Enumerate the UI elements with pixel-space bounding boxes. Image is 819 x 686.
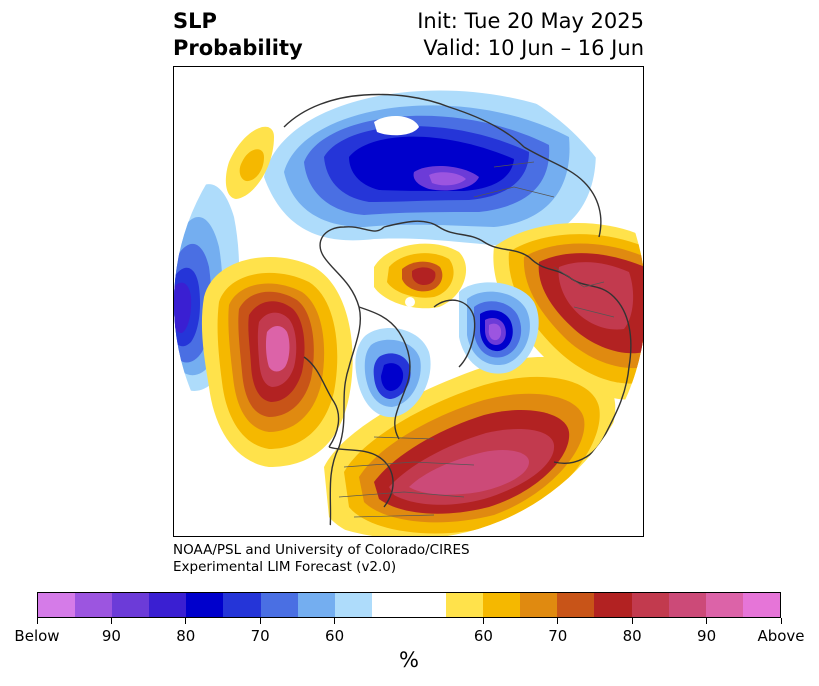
colorbar-tick-label: 60 bbox=[325, 627, 345, 645]
colorbar-tick-label: 90 bbox=[697, 627, 717, 645]
title-line-2: Probability bbox=[173, 36, 303, 60]
colorbar-swatch bbox=[75, 593, 113, 617]
colorbar-tick bbox=[36, 618, 38, 624]
colorbar-swatch bbox=[38, 593, 76, 617]
credit-line-1: NOAA/PSL and University of Colorado/CIRE… bbox=[173, 542, 470, 558]
coastlines bbox=[283, 93, 632, 536]
colorbar-swatch bbox=[112, 593, 150, 617]
colorbar-tick bbox=[780, 618, 782, 624]
colorbar-swatch bbox=[483, 593, 521, 617]
colorbar-swatch bbox=[594, 593, 632, 617]
colorbar-swatch bbox=[705, 593, 743, 617]
above-normal-region-pacific bbox=[201, 257, 353, 467]
colorbar-tick-label: Above bbox=[757, 627, 805, 645]
colorbar-swatch bbox=[742, 593, 780, 617]
init-date: Init: Tue 20 May 2025 bbox=[417, 9, 644, 33]
above-normal-region-arctic bbox=[374, 243, 467, 309]
colorbar-tick bbox=[557, 618, 559, 624]
forecast-dates: Init: Tue 20 May 2025 Valid: 10 Jun – 16… bbox=[417, 8, 644, 62]
colorbar-swatch bbox=[557, 593, 595, 617]
above-normal-region-northwest bbox=[225, 126, 274, 199]
colorbar-tick bbox=[185, 618, 187, 624]
colorbar-swatch bbox=[408, 593, 447, 617]
colorbar-swatch bbox=[668, 593, 706, 617]
colorbar-unit: % bbox=[399, 648, 419, 672]
colorbar-tick-label: 60 bbox=[473, 627, 493, 645]
colorbar-swatch bbox=[186, 593, 224, 617]
polar-map bbox=[173, 66, 644, 537]
colorbar-tick-label: 70 bbox=[548, 627, 568, 645]
colorbar-tick-label: 80 bbox=[622, 627, 642, 645]
below-normal-region-canada bbox=[355, 328, 431, 418]
below-normal-region-north bbox=[264, 90, 596, 248]
colorbar-tick bbox=[706, 618, 708, 624]
above-normal-region-eurasia bbox=[493, 223, 643, 400]
below-normal-region-europe bbox=[459, 282, 539, 374]
colorbar-swatch bbox=[260, 593, 298, 617]
colorbar-swatch bbox=[334, 593, 372, 617]
colorbar-swatch bbox=[371, 593, 409, 617]
title-line-1: SLP bbox=[173, 9, 217, 33]
colorbar-swatch bbox=[446, 593, 484, 617]
borders bbox=[338, 161, 615, 518]
colorbar bbox=[37, 592, 781, 618]
colorbar-swatch bbox=[297, 593, 335, 617]
colorbar-tick-label: Below bbox=[14, 627, 60, 645]
probability-field bbox=[174, 67, 643, 536]
map-title: SLP Probability bbox=[173, 8, 303, 62]
colorbar-tick bbox=[334, 618, 336, 624]
colorbar-tick bbox=[631, 618, 633, 624]
credit-text: NOAA/PSL and University of Colorado/CIRE… bbox=[173, 542, 470, 576]
colorbar-swatch bbox=[149, 593, 187, 617]
valid-dates: Valid: 10 Jun – 16 Jun bbox=[423, 36, 644, 60]
colorbar-tick bbox=[110, 618, 112, 624]
colorbar-swatch bbox=[223, 593, 261, 617]
colorbar-tick-label: 80 bbox=[176, 627, 196, 645]
colorbar-swatch bbox=[520, 593, 558, 617]
colorbar-tick-label: 90 bbox=[101, 627, 121, 645]
colorbar-tick-label: 70 bbox=[250, 627, 270, 645]
map-canvas bbox=[174, 67, 643, 536]
credit-line-2: Experimental LIM Forecast (v2.0) bbox=[173, 559, 397, 575]
colorbar-tick bbox=[482, 618, 484, 624]
colorbar-tick bbox=[259, 618, 261, 624]
colorbar-swatch bbox=[631, 593, 669, 617]
